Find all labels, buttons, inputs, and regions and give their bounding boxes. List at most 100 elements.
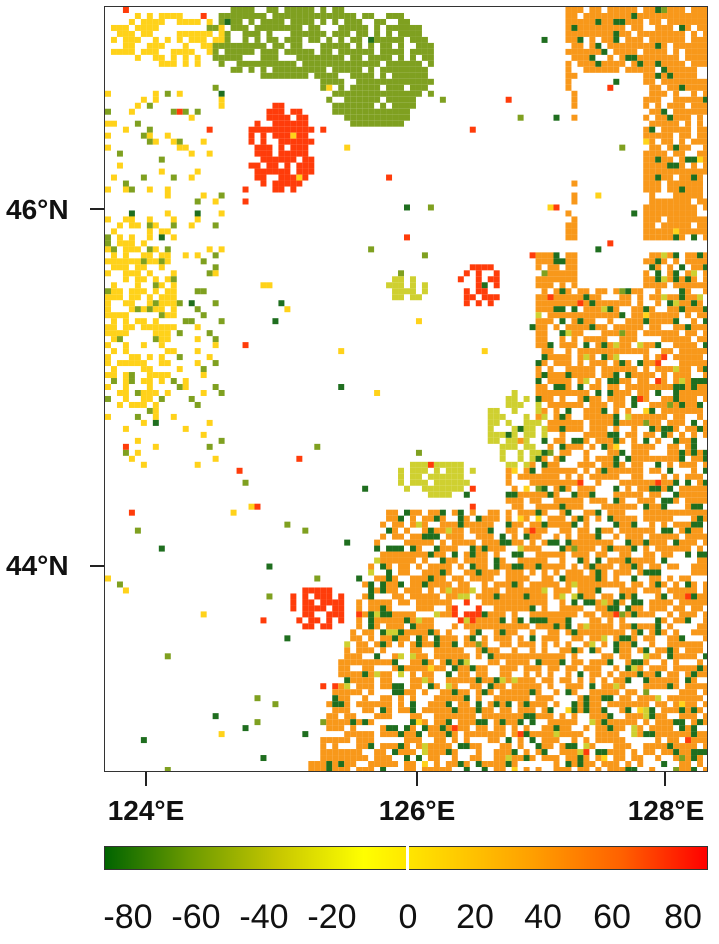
- map-pixel: [601, 401, 608, 408]
- map-pixel: [547, 563, 554, 570]
- map-pixel: [631, 671, 638, 678]
- map-pixel: [637, 731, 644, 738]
- map-pixel: [655, 539, 662, 546]
- map-pixel: [200, 312, 207, 319]
- map-pixel: [290, 186, 297, 193]
- map-pixel: [320, 78, 327, 85]
- map-pixel: [685, 737, 692, 744]
- map-pixel: [451, 713, 458, 720]
- map-pixel: [703, 497, 707, 504]
- map-pixel: [535, 473, 542, 480]
- map-pixel: [697, 623, 704, 630]
- map-pixel: [398, 48, 405, 55]
- map-pixel: [338, 108, 345, 115]
- map-pixel: [128, 401, 135, 408]
- map-pixel: [703, 767, 707, 771]
- map-pixel: [523, 653, 530, 660]
- map-pixel: [493, 629, 500, 636]
- map-pixel: [559, 599, 566, 606]
- map-pixel: [571, 12, 578, 19]
- map-pixel: [649, 623, 656, 630]
- map-pixel: [667, 395, 674, 402]
- map-pixel: [541, 306, 548, 313]
- map-pixel: [697, 48, 704, 55]
- map-pixel: [691, 689, 698, 696]
- map-pixel: [637, 42, 644, 49]
- map-pixel: [655, 324, 662, 331]
- map-pixel: [643, 653, 650, 660]
- map-pixel: [667, 198, 674, 205]
- map-pixel: [158, 360, 165, 367]
- map-pixel: [673, 749, 680, 756]
- map-pixel: [392, 521, 399, 528]
- map-pixel: [655, 72, 662, 79]
- map-pixel: [541, 635, 548, 642]
- map-pixel: [673, 84, 680, 91]
- map-pixel: [338, 599, 345, 606]
- map-pixel: [685, 551, 692, 558]
- map-pixel: [703, 557, 707, 564]
- map-pixel: [421, 659, 428, 666]
- map-pixel: [649, 198, 656, 205]
- map-pixel: [392, 114, 399, 121]
- map-pixel: [601, 419, 608, 426]
- map-pixel: [649, 144, 656, 151]
- map-pixel: [487, 569, 494, 576]
- map-pixel: [427, 659, 434, 666]
- map-pixel: [595, 467, 602, 474]
- map-pixel: [433, 713, 440, 720]
- map-pixel: [703, 533, 707, 540]
- map-pixel: [392, 587, 399, 594]
- map-pixel: [697, 264, 704, 271]
- map-pixel: [631, 701, 638, 708]
- map-pixel: [433, 629, 440, 636]
- map-pixel: [571, 425, 578, 432]
- map-pixel: [625, 587, 632, 594]
- map-pixel: [655, 401, 662, 408]
- map-pixel: [368, 719, 375, 726]
- map-pixel: [380, 725, 387, 732]
- map-pixel: [559, 479, 566, 486]
- map-pixel: [421, 743, 428, 750]
- map-pixel: [595, 246, 602, 253]
- map-pixel: [571, 330, 578, 337]
- map-pixel: [589, 629, 596, 636]
- map-pixel: [469, 539, 476, 546]
- map-pixel: [493, 515, 500, 522]
- map-pixel: [661, 659, 668, 666]
- map-pixel: [679, 198, 686, 205]
- map-pixel: [439, 509, 446, 516]
- map-pixel: [601, 527, 608, 534]
- map-pixel: [619, 725, 626, 732]
- map-pixel: [457, 587, 464, 594]
- map-pixel: [583, 48, 590, 55]
- map-pixel: [272, 48, 279, 55]
- map-pixel: [583, 665, 590, 672]
- map-pixel: [463, 300, 470, 307]
- map-pixel: [667, 737, 674, 744]
- map-pixel: [409, 749, 416, 756]
- map-pixel: [667, 366, 674, 373]
- map-pixel: [613, 384, 620, 390]
- map-pixel: [691, 90, 698, 97]
- map-pixel: [685, 587, 692, 594]
- map-pixel: [583, 437, 590, 444]
- map-pixel: [457, 539, 464, 546]
- map-pixel: [445, 521, 452, 528]
- map-pixel: [392, 108, 399, 115]
- map-pixel: [697, 557, 704, 564]
- map-pixel: [320, 623, 327, 630]
- map-pixel: [703, 168, 707, 175]
- map-pixel: [469, 521, 476, 528]
- map-pixel: [463, 587, 470, 594]
- map-pixel: [703, 665, 707, 672]
- map-pixel: [535, 360, 542, 367]
- map-pixel: [661, 401, 668, 408]
- map-pixel: [655, 270, 662, 277]
- map-pixel: [122, 24, 129, 31]
- map-pixel: [469, 683, 476, 690]
- map-pixel: [409, 84, 416, 91]
- map-pixel: [194, 348, 201, 355]
- map-pixel: [380, 78, 387, 85]
- map-pixel: [272, 7, 279, 13]
